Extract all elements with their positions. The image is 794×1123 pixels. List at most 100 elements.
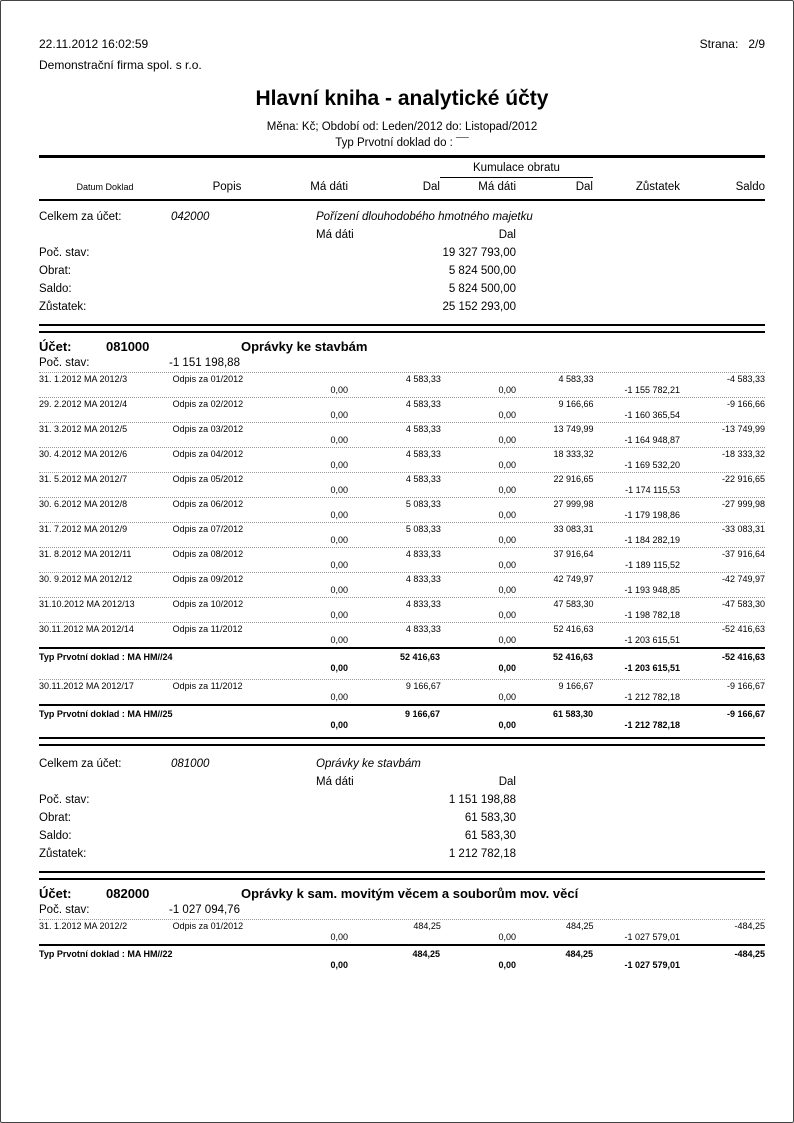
row-separator <box>39 597 765 598</box>
summary-row-value: 5 824 500,00 <box>448 265 516 277</box>
summary-header: Celkem za účet: 042000 Pořízení dlouhodobé… <box>39 209 765 227</box>
summary-row: Poč. stav: 1 151 198,88 <box>39 792 765 810</box>
row-separator <box>39 622 765 623</box>
row-separator <box>39 372 765 373</box>
summary-label: Celkem za účet: <box>39 211 122 223</box>
cell-dal: 4 583,33 <box>405 399 441 409</box>
row-separator <box>39 572 765 573</box>
cell-ma-dati: 0,00 <box>330 385 348 395</box>
cell-dal: 4 583,33 <box>405 449 441 459</box>
summary-credit-label: Dal <box>498 776 516 788</box>
cell-datum-doklad: 31. 5.2012 MA 2012/7 <box>39 474 128 484</box>
table-row-line-1: 30. 9.2012 MA 2012/12 Odpis za 09/2012 4 8… <box>39 574 765 585</box>
cell-datum-doklad: 31. 3.2012 MA 2012/5 <box>39 424 128 434</box>
cell-saldo: -52 416,63 <box>721 624 766 634</box>
cell-zustatek: -1 155 782,21 <box>624 385 680 395</box>
table-row-line-1: 29. 2.2012 MA 2012/4 Odpis za 02/2012 4 58… <box>39 399 765 410</box>
cell-kumulace-ma-dati: 0,00 <box>498 410 516 420</box>
cell-zustatek: -1 174 115,53 <box>625 485 680 495</box>
cell-kumulace-dal: 61 583,30 <box>552 709 593 719</box>
cell-ma-dati: 0,00 <box>330 932 348 942</box>
header-rule <box>39 155 765 158</box>
cell-ma-dati: 0,00 <box>330 610 348 620</box>
cell-zustatek: -1 164 948,87 <box>624 435 680 445</box>
cell-zustatek: -1 184 282,19 <box>624 535 680 545</box>
kumulace-spacer <box>39 161 440 178</box>
cell-saldo: -27 999,98 <box>721 499 766 509</box>
row-separator <box>39 522 765 523</box>
cell-saldo: -42 749,97 <box>721 574 766 584</box>
cell-datum-doklad: 30. 6.2012 MA 2012/8 <box>39 499 128 509</box>
cell-kumulace-dal: 42 749,97 <box>553 574 594 584</box>
cell-saldo: -9 166,67 <box>726 709 765 719</box>
cell-dal: 52 416,63 <box>399 652 440 662</box>
cell-kumulace-ma-dati: 0,00 <box>498 460 516 470</box>
cell-zustatek: -1 212 782,18 <box>624 720 680 730</box>
summary-row-label: Poč. stav: <box>39 247 90 259</box>
cell-dal: 4 583,33 <box>405 424 441 434</box>
col-dal: Dal <box>422 181 440 193</box>
cell-kumulace-dal: 484,25 <box>565 921 594 931</box>
report-subtitle-filter: Typ Prvotní doklad do : ¯¯ <box>335 137 469 149</box>
cell-kumulace-dal: 13 749,99 <box>553 424 594 434</box>
row-separator <box>39 497 765 498</box>
summary-row: Zůstatek: 25 152 293,00 <box>39 299 765 317</box>
table-row-line-1: 31. 5.2012 MA 2012/7 Odpis za 05/2012 4 58… <box>39 474 765 485</box>
cell-zustatek: -1 179 198,86 <box>624 510 680 520</box>
cell-zustatek: -1 027 579,01 <box>624 960 680 970</box>
summary-row: Obrat: 61 583,30 <box>39 810 765 828</box>
account-header: Účet: 082000 Oprávky k sam. movitým věcem … <box>39 886 765 903</box>
page-indicator: Strana: 2/9 <box>700 37 765 51</box>
cell-saldo: -52 416,63 <box>721 652 765 662</box>
cell-kumulace-ma-dati: 0,00 <box>498 535 516 545</box>
cell-dal: 4 833,33 <box>405 574 441 584</box>
summary-row-value: 19 327 793,00 <box>442 247 516 259</box>
opening-balance-label: Poč. stav: <box>39 357 90 369</box>
col-saldo: Saldo <box>735 181 765 193</box>
account-header: Účet: 081000 Oprávky ke stavbám <box>39 339 765 356</box>
cell-saldo: -47 583,30 <box>721 599 766 609</box>
total-row-line-2: 0,00 0,00 -1 027 579,01 <box>39 960 765 971</box>
cell-dal: 4 583,33 <box>405 374 441 384</box>
account-number: 081000 <box>106 339 150 354</box>
table-row-line-2: 0,00 0,00 -1 189 115,52 <box>39 560 765 571</box>
table-row-line-1: 31. 8.2012 MA 2012/11 Odpis za 08/2012 4 8… <box>39 549 765 560</box>
cell-ma-dati: 0,00 <box>330 960 348 970</box>
table-header-rule <box>39 199 765 201</box>
cell-popis: Odpis za 02/2012 <box>172 399 244 409</box>
cell-saldo: -33 083,31 <box>721 524 766 534</box>
cell-dal: 4 833,33 <box>405 549 441 559</box>
opening-balance-value: -1 151 198,88 <box>169 357 240 369</box>
cell-saldo: -22 916,65 <box>721 474 766 484</box>
cell-popis: Odpis za 11/2012 <box>172 681 243 691</box>
summary-row: Poč. stav: 19 327 793,00 <box>39 245 765 263</box>
summary-row-value: 5 824 500,00 <box>448 283 516 295</box>
total-row-line-2: 0,00 0,00 -1 212 782,18 <box>39 720 765 731</box>
cell-dal: 9 166,67 <box>405 681 441 691</box>
summary-row-value: 61 583,30 <box>464 830 516 842</box>
account-detail-block: Účet: 082000 Oprávky k sam. movitým věcem … <box>39 882 765 975</box>
table-row-line-1: 30.11.2012 MA 2012/14 Odpis za 11/2012 4 8… <box>39 624 765 635</box>
kumulace-label: Kumulace obratu <box>440 161 593 178</box>
cell-saldo: -9 166,67 <box>726 681 766 691</box>
summary-row-label: Saldo: <box>39 283 72 295</box>
cell-dal: 9 166,67 <box>404 709 440 719</box>
summary-row-value: 61 583,30 <box>464 812 516 824</box>
cell-datum-doklad: 30.11.2012 MA 2012/14 <box>39 624 134 634</box>
table-row-line-1: 30. 6.2012 MA 2012/8 Odpis za 06/2012 5 08… <box>39 499 765 510</box>
table-row-line-2: 0,00 0,00 -1 174 115,53 <box>39 485 765 496</box>
account-summary-block: Celkem za účet: 042000 Pořízení dlouhodobé… <box>39 201 765 322</box>
report-title: Hlavní kniha - analytické účty <box>255 87 549 110</box>
summary-row: Obrat: 5 824 500,00 <box>39 263 765 281</box>
account-label: Účet: <box>39 339 72 354</box>
total-rule <box>39 944 765 946</box>
cell-popis: Odpis za 09/2012 <box>172 574 244 584</box>
opening-balance-row: Poč. stav: -1 151 198,88 <box>39 356 765 371</box>
col-ma-dati: Má dáti <box>310 181 348 193</box>
summary-header: Celkem za účet: 081000 Oprávky ke stavbám <box>39 756 765 774</box>
cell-kumulace-ma-dati: 0,00 <box>498 610 516 620</box>
cell-zustatek: -1 198 782,18 <box>624 610 680 620</box>
account-summary-block: Celkem za účet: 081000 Oprávky ke stavbám M… <box>39 748 765 869</box>
table-row-line-2: 0,00 0,00 -1 160 365,54 <box>39 410 765 421</box>
cell-ma-dati: 0,00 <box>330 585 348 595</box>
